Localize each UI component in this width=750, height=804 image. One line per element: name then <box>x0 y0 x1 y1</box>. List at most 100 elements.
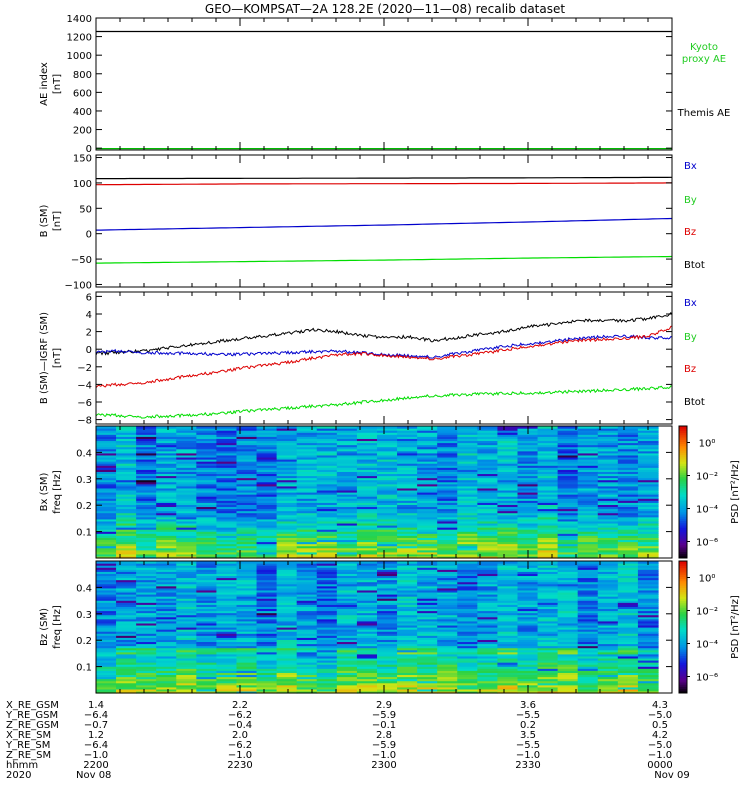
spectrogram-cell <box>477 508 499 512</box>
spectrogram-cell <box>296 670 318 673</box>
spectrogram-cell <box>497 643 519 647</box>
spectrogram-cell <box>296 672 318 676</box>
spectrogram-cell <box>356 531 378 534</box>
spectrogram-cell <box>276 541 298 545</box>
spectrogram-cell <box>537 670 559 673</box>
spectrogram-cell <box>537 573 559 577</box>
spectrogram-cell <box>296 643 318 647</box>
spectrogram-cell <box>397 627 418 630</box>
spectrogram-cell <box>196 485 218 489</box>
spectrogram-cell <box>136 465 157 468</box>
spectrogram-cell <box>256 680 278 684</box>
spectrogram-cell <box>316 618 338 622</box>
spectrogram-cell <box>176 498 197 501</box>
spectrogram-cell <box>336 551 358 555</box>
spectrogram-cell <box>176 561 197 564</box>
spectrogram-cell <box>296 469 318 472</box>
spectrogram-cell <box>156 666 177 669</box>
spectrogram-cell <box>356 651 378 655</box>
spectrogram-cell <box>316 456 338 460</box>
spectrogram-cell <box>216 516 238 520</box>
spectrogram-cell <box>597 442 619 446</box>
spectrogram-cell <box>417 492 438 495</box>
spectrogram-cell <box>497 442 519 446</box>
spectrogram-cell <box>557 655 579 659</box>
plot-frame <box>95 291 673 425</box>
spectrogram-cell <box>557 506 579 510</box>
spectrogram-cell <box>236 639 258 643</box>
spectrogram-cell <box>497 500 519 503</box>
spectrogram-cell <box>397 533 418 536</box>
spectrogram-cell <box>176 438 197 442</box>
spectrogram-cell <box>397 616 418 620</box>
spectrogram-cell <box>537 483 559 487</box>
spectrogram-cell <box>417 520 438 524</box>
spectrogram-cell <box>256 541 278 545</box>
spectrogram-cell <box>557 483 579 487</box>
spectrogram-cell <box>276 653 298 657</box>
spectrogram-cell <box>336 680 358 684</box>
spectrogram-cell <box>356 653 378 657</box>
spectrogram-cell <box>537 657 559 661</box>
spectrogram-cell <box>577 678 599 682</box>
spectrogram-cell <box>136 561 157 564</box>
spectrogram-cell <box>276 620 298 624</box>
spectrogram-cell <box>377 438 398 442</box>
spectrogram-cell <box>316 442 338 446</box>
spectrogram-cell <box>417 547 438 551</box>
spectrogram-cell <box>477 522 499 526</box>
spectrogram-cell <box>336 489 358 493</box>
spectrogram-cell <box>116 676 137 680</box>
spectrogram-cell <box>276 446 298 450</box>
spectrogram-cell <box>537 635 559 638</box>
spectrogram-cell <box>517 604 539 607</box>
spectrogram-cell <box>356 483 378 487</box>
spectrogram-cell <box>96 475 117 479</box>
spectrogram-cell <box>517 635 539 638</box>
spectrogram-cell <box>176 469 197 472</box>
spectrogram-cell <box>417 682 438 686</box>
spectrogram-cell <box>196 561 218 564</box>
colorbar-label: PSD [nT²/Hz] <box>730 460 741 524</box>
spectrogram-cell <box>256 639 278 643</box>
spectrogram-cell <box>276 579 298 583</box>
spectrogram-cell <box>497 620 519 624</box>
spectrogram-cell <box>637 471 659 475</box>
spectrogram-cell <box>517 440 539 444</box>
spectrogram-cell <box>397 434 418 437</box>
spectrogram-cell <box>136 653 157 657</box>
y-axis-unit: [nT] <box>52 348 63 368</box>
spectrogram-cell <box>336 567 358 570</box>
spectrogram-cell <box>176 662 197 665</box>
spectrogram-cell <box>397 655 418 659</box>
spectrogram-cell <box>276 649 298 653</box>
spectrogram-cell <box>136 479 157 483</box>
spectrogram-cell <box>577 637 599 640</box>
spectrogram-cell <box>577 471 599 475</box>
spectrogram-cell <box>276 660 298 663</box>
spectrogram-cell <box>397 479 418 483</box>
spectrogram-cell <box>256 459 278 462</box>
spectrogram-cell <box>577 567 599 570</box>
spectrogram-cell <box>276 553 298 557</box>
spectrogram-cell <box>597 608 619 612</box>
spectrogram-cell <box>597 647 619 651</box>
x-axis-value: 3.6 <box>520 700 536 711</box>
spectrogram-cell <box>437 514 458 518</box>
spectrogram-cell <box>356 573 378 577</box>
spectrogram-cell <box>457 477 478 481</box>
spectrogram-cell <box>537 633 559 636</box>
spectrogram-cell <box>557 674 579 678</box>
spectrogram-cell <box>296 456 318 460</box>
spectrogram-cell <box>557 436 579 439</box>
colorbar-segment <box>679 459 687 462</box>
spectrogram-cell <box>437 684 458 688</box>
spectrogram-cell <box>457 500 478 503</box>
spectrogram-cell <box>517 610 539 614</box>
spectrogram-cell <box>437 594 458 597</box>
spectrogram-cell <box>336 508 358 512</box>
colorbar-segment <box>679 529 687 533</box>
spectrogram-cell <box>96 551 117 555</box>
spectrogram-cell <box>397 512 418 516</box>
